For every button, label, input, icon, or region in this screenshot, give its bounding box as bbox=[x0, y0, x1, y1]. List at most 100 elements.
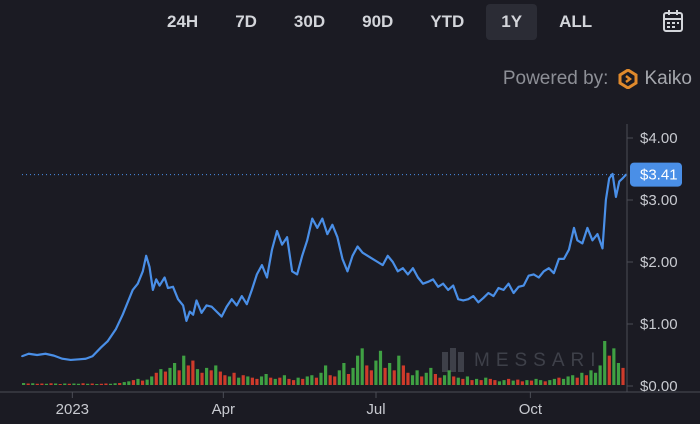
volume-bar bbox=[140, 380, 145, 385]
volume-bar bbox=[232, 372, 236, 385]
price-point bbox=[507, 282, 510, 285]
range-button-90d[interactable]: 90D bbox=[347, 4, 408, 40]
price-point bbox=[220, 315, 223, 318]
price-point bbox=[522, 284, 525, 287]
volume-bar bbox=[168, 367, 172, 385]
volume-bar bbox=[86, 383, 90, 385]
range-button-ytd[interactable]: YTD bbox=[415, 4, 479, 40]
volume-bar bbox=[301, 378, 305, 385]
volume-bar bbox=[566, 376, 570, 385]
price-point bbox=[316, 227, 319, 229]
volume-bar bbox=[223, 375, 227, 385]
price-point bbox=[311, 217, 314, 220]
price-point bbox=[44, 352, 47, 355]
volume-bar bbox=[612, 348, 616, 385]
volume-bar bbox=[99, 383, 103, 385]
volume-bar bbox=[150, 376, 154, 385]
volume-bar bbox=[182, 355, 186, 385]
volume-bar bbox=[571, 375, 575, 385]
volume-bar bbox=[392, 370, 396, 385]
price-point bbox=[356, 245, 359, 248]
price-point bbox=[141, 270, 144, 273]
volume-bar bbox=[22, 383, 26, 385]
price-point bbox=[271, 248, 273, 251]
price-point bbox=[261, 264, 263, 266]
volume-bar bbox=[67, 383, 71, 385]
volume-bar bbox=[442, 375, 447, 385]
price-point bbox=[596, 233, 599, 236]
range-button-all[interactable]: ALL bbox=[544, 4, 607, 40]
volume-bar bbox=[122, 382, 126, 385]
volume-bar bbox=[598, 365, 602, 385]
price-point bbox=[158, 284, 161, 287]
price-point bbox=[276, 230, 278, 232]
price-point bbox=[542, 270, 545, 273]
volume-bar bbox=[529, 380, 534, 385]
price-point bbox=[78, 358, 80, 361]
volume-bar bbox=[378, 350, 383, 385]
volume-bar bbox=[131, 380, 135, 385]
price-point bbox=[27, 352, 30, 355]
volume-bar bbox=[351, 367, 355, 385]
volume-bar bbox=[278, 377, 282, 385]
y-tick-label: $1.00 bbox=[640, 316, 678, 333]
price-point bbox=[341, 258, 344, 260]
range-button-30d[interactable]: 30D bbox=[279, 4, 340, 40]
price-point bbox=[84, 357, 87, 360]
volume-bar bbox=[543, 381, 547, 385]
x-tick-label: Apr bbox=[212, 401, 235, 418]
volume-bar bbox=[369, 370, 373, 385]
range-button-24h[interactable]: 24H bbox=[152, 4, 213, 40]
volume-bar bbox=[447, 370, 451, 385]
volume-bar bbox=[534, 378, 538, 385]
volume-bar bbox=[305, 376, 309, 385]
watermark-text: MESSARI bbox=[474, 350, 602, 371]
volume-bar bbox=[607, 355, 611, 385]
range-button-1y[interactable]: 1Y bbox=[486, 4, 538, 40]
price-point bbox=[611, 173, 614, 175]
volume-bar bbox=[250, 377, 254, 385]
price-point bbox=[477, 301, 480, 304]
volume-bar bbox=[493, 380, 497, 385]
price-point bbox=[401, 267, 404, 270]
volume-bar bbox=[310, 375, 314, 385]
volume-bar bbox=[365, 365, 369, 385]
current-price-tag: $3.41 bbox=[630, 162, 682, 187]
volume-bar bbox=[127, 381, 131, 385]
range-button-7d[interactable]: 7D bbox=[220, 4, 272, 40]
volume-bar bbox=[76, 383, 81, 385]
volume-bar bbox=[415, 370, 419, 385]
price-point bbox=[604, 199, 607, 201]
date-picker-button[interactable] bbox=[662, 9, 686, 35]
price-point bbox=[69, 359, 72, 361]
volume-bar bbox=[269, 377, 273, 385]
price-point bbox=[517, 285, 520, 288]
volume-bar bbox=[616, 363, 621, 385]
volume-bar bbox=[356, 355, 360, 385]
price-point bbox=[532, 273, 535, 276]
price-point bbox=[336, 236, 339, 239]
volume-bar bbox=[525, 380, 529, 385]
price-point bbox=[131, 289, 134, 291]
price-point bbox=[215, 310, 218, 313]
volume-bar bbox=[333, 376, 337, 385]
volume-bar bbox=[44, 383, 49, 385]
volume-bar bbox=[314, 377, 319, 385]
y-axis: $4.00 $3.00 $2.00 $1.00 $0.00 bbox=[626, 124, 678, 395]
price-point bbox=[512, 292, 515, 294]
volume-bar bbox=[539, 380, 543, 385]
volume-bar bbox=[227, 376, 232, 385]
price-point bbox=[148, 266, 151, 268]
price-point bbox=[371, 258, 374, 260]
price-point bbox=[205, 304, 208, 307]
price-point bbox=[151, 289, 154, 291]
price-point bbox=[351, 254, 354, 257]
volume-bar bbox=[497, 381, 502, 385]
y-tick-label: $4.00 bbox=[640, 130, 678, 147]
volume-bar bbox=[237, 377, 241, 385]
price-point bbox=[586, 227, 589, 229]
price-point bbox=[447, 289, 450, 291]
volume-bar bbox=[342, 363, 346, 385]
price-point bbox=[195, 299, 198, 302]
